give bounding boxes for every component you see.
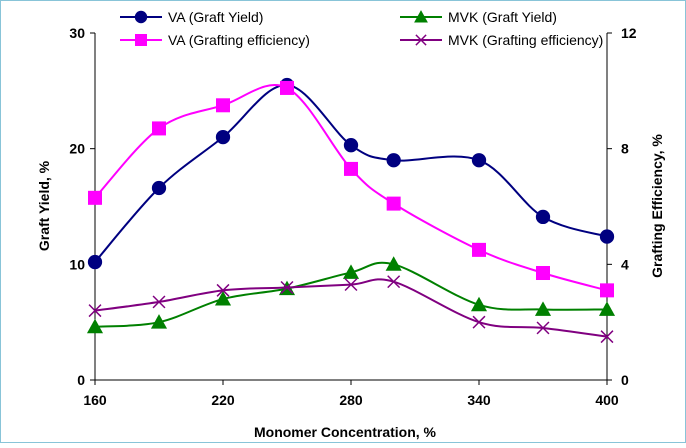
legend: VA (Graft Yield) MVK (Graft Yield) VA (Gra… — [120, 9, 603, 48]
legend-label: VA (Grafting efficiency) — [168, 32, 310, 48]
data-point — [600, 283, 614, 298]
data-point — [344, 161, 358, 176]
y2-tick-label: 8 — [621, 141, 629, 157]
series-layer — [86, 77, 616, 344]
y2-tick-label: 12 — [621, 25, 637, 41]
data-point — [472, 315, 486, 329]
data-point — [216, 98, 230, 113]
data-point — [152, 295, 166, 309]
data-point — [535, 209, 551, 225]
data-point — [150, 314, 168, 329]
y2-tick-label: 4 — [621, 256, 629, 272]
series-1 — [87, 77, 615, 270]
data-point — [472, 242, 486, 257]
data-point — [280, 80, 294, 95]
data-point — [88, 190, 102, 205]
data-point — [152, 121, 166, 136]
data-point — [386, 196, 401, 211]
data-point — [385, 256, 402, 271]
x-axis-title: Monomer Concentration, % — [254, 424, 437, 440]
data-point — [87, 254, 103, 270]
legend-swatch-marker — [135, 34, 147, 46]
legend-entry: MVK (Grafting efficiency) — [400, 32, 603, 48]
data-point — [86, 318, 104, 334]
data-point — [598, 301, 616, 316]
data-point — [471, 153, 487, 168]
data-point — [599, 229, 615, 244]
x-tick-label: 160 — [83, 392, 107, 408]
data-point — [536, 266, 550, 281]
x-tick-label: 340 — [467, 392, 491, 408]
data-point — [215, 129, 231, 145]
legend-swatch-marker — [134, 10, 148, 24]
data-point — [214, 290, 232, 306]
y2-tick-label: 0 — [621, 372, 629, 388]
y-tick-label: 30 — [69, 25, 85, 41]
x-tick-label: 220 — [211, 392, 235, 408]
legend-swatch-marker — [414, 10, 428, 23]
data-point — [387, 275, 401, 289]
x-tick-label: 400 — [595, 392, 619, 408]
y-tick-label: 10 — [69, 256, 85, 272]
data-point — [600, 330, 614, 344]
y-axis-title: Graft Yield, % — [36, 160, 52, 251]
legend-entry: VA (Grafting efficiency) — [120, 32, 310, 48]
data-point — [88, 304, 102, 318]
legend-entry: VA (Graft Yield) — [120, 9, 263, 25]
data-point — [344, 278, 358, 292]
legend-entry: MVK (Graft Yield) — [400, 9, 557, 25]
data-point — [342, 264, 360, 279]
y2-axis-title: Grafting Efficiency, % — [649, 134, 665, 278]
data-point — [280, 280, 294, 294]
series-3 — [88, 80, 614, 298]
data-point — [534, 301, 552, 316]
data-point — [536, 321, 550, 335]
series-4 — [88, 275, 614, 344]
data-point — [216, 283, 230, 297]
legend-label: MVK (Grafting efficiency) — [448, 32, 603, 48]
legend-swatch-marker — [415, 34, 427, 46]
y-tick-label: 20 — [69, 141, 85, 157]
legend-label: VA (Graft Yield) — [168, 9, 263, 25]
data-point — [343, 138, 359, 153]
data-point — [386, 153, 401, 168]
y-tick-label: 0 — [77, 372, 85, 388]
x-tick-label: 280 — [339, 392, 363, 408]
legend-label: MVK (Graft Yield) — [448, 9, 557, 25]
data-point — [470, 296, 488, 312]
data-point — [151, 180, 167, 196]
